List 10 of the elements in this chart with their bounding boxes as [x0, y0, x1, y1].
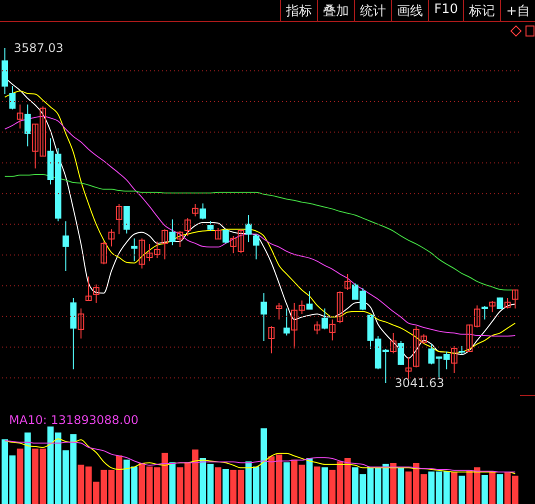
text: 统计	[354, 0, 392, 21]
text: 叠加	[317, 0, 354, 21]
text: +自	[500, 0, 535, 21]
annotation: 3587.03	[14, 41, 64, 55]
text: 标记	[463, 0, 500, 21]
text: 画线	[391, 0, 428, 21]
text: F10	[428, 0, 464, 21]
annotation: 3041.63	[394, 376, 444, 390]
text: 指标	[280, 0, 318, 21]
annotation: MA10: 131893088.00	[9, 413, 138, 427]
